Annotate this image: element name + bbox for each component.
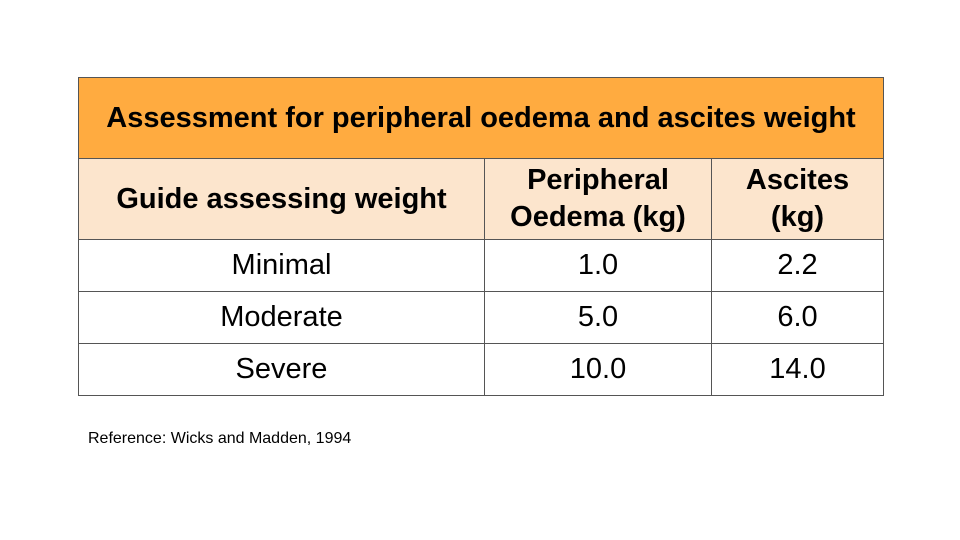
row-label: Moderate bbox=[78, 291, 485, 344]
row-label: Severe bbox=[78, 343, 485, 396]
reference-note: Reference: Wicks and Madden, 1994 bbox=[88, 430, 352, 447]
column-header-ascites: Ascites (kg) bbox=[710, 158, 885, 240]
row-label: Minimal bbox=[78, 239, 485, 292]
column-header-peripheral-oedema: Peripheral Oedema (kg) bbox=[484, 158, 712, 240]
column-header-guide: Guide assessing weight bbox=[78, 158, 485, 240]
weight-assessment-table: Assessment for peripheral oedema and asc… bbox=[77, 77, 885, 396]
peripheral-oedema-value: 10.0 bbox=[484, 343, 712, 396]
table-title: Assessment for peripheral oedema and asc… bbox=[77, 77, 885, 159]
ascites-value: 14.0 bbox=[710, 343, 885, 396]
table-row: Minimal 1.0 2.2 bbox=[78, 239, 885, 292]
peripheral-oedema-value: 1.0 bbox=[484, 239, 712, 292]
table-row: Severe 10.0 14.0 bbox=[78, 343, 885, 396]
table-row: Moderate 5.0 6.0 bbox=[78, 291, 885, 344]
ascites-value: 6.0 bbox=[710, 291, 885, 344]
table-title-row: Assessment for peripheral oedema and asc… bbox=[77, 77, 885, 159]
ascites-value: 2.2 bbox=[710, 239, 885, 292]
peripheral-oedema-value: 5.0 bbox=[484, 291, 712, 344]
table-header-row: Guide assessing weight Peripheral Oedema… bbox=[78, 158, 885, 240]
